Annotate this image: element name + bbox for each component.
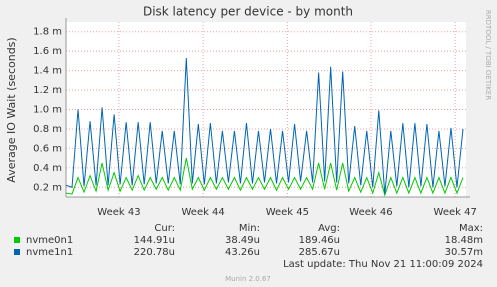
- summary-value: 220.78u: [134, 247, 175, 258]
- legend-label: nvme1n1: [26, 247, 73, 258]
- summary-header: Avg:: [318, 223, 340, 234]
- y-axis-label: Average IO Wait (seconds): [5, 37, 18, 182]
- line: [65, 57, 464, 195]
- summary-value: 30.57m: [445, 247, 483, 258]
- y-tick-label: 0.4 m: [33, 163, 62, 174]
- y-tick-label: 0.8 m: [33, 124, 62, 135]
- y-tick-label: 0.6 m: [33, 143, 62, 154]
- line: [65, 158, 464, 197]
- x-tick-label: Week 44: [181, 207, 224, 218]
- chart-title: Disk latency per device - by month: [143, 5, 353, 19]
- summary-value: 189.46u: [299, 235, 340, 246]
- summary-header: Min:: [239, 223, 260, 234]
- summary-value: 285.67u: [299, 247, 340, 258]
- y-tick-label: 1.2 m: [33, 85, 62, 96]
- y-tick-label: 0.2 m: [33, 182, 62, 193]
- y-tick-label: 1.6 m: [33, 46, 62, 57]
- last-update: Last update: Thu Nov 21 11:00:09 2024: [283, 259, 483, 270]
- legend-label: nvme0n1: [26, 235, 73, 246]
- y-tick-label: 1.8 m: [33, 27, 62, 38]
- summary-value: 18.48m: [445, 235, 483, 246]
- summary-value: 38.49u: [225, 235, 260, 246]
- x-tick-label: Week 43: [97, 207, 140, 218]
- summary-header: Cur:: [154, 223, 175, 234]
- y-tick-label: 1.4 m: [33, 66, 62, 77]
- summary-header: Max:: [459, 223, 483, 234]
- summary-value: 43.26u: [225, 247, 260, 258]
- summary-value: 144.91u: [134, 235, 175, 246]
- x-tick-label: Week 45: [266, 207, 309, 218]
- side-label: RRDTOOL / TOBI OETIKER: [484, 10, 492, 100]
- x-tick-label: Week 47: [434, 207, 477, 218]
- y-tick-label: 1.0 m: [33, 105, 62, 116]
- legend-swatch: [14, 237, 20, 243]
- x-tick-label: Week 46: [349, 207, 392, 218]
- footer: Munin 2.0.67: [225, 275, 271, 283]
- legend-swatch: [14, 249, 20, 255]
